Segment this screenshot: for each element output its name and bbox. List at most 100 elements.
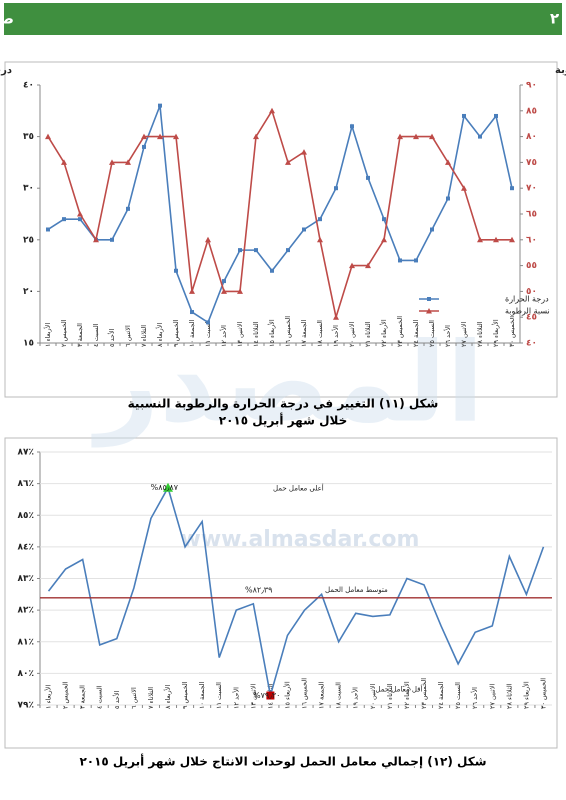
- data-point: [253, 133, 259, 140]
- x-tick-label: الأربعاء ١٥: [282, 681, 291, 709]
- y2-axis-title: نسبة الرطوبة: [555, 65, 566, 76]
- x-tick-label: الخميس ١٦: [301, 678, 309, 709]
- data-point: [414, 258, 418, 263]
- x-tick-label: الجمعة ٣: [76, 323, 84, 347]
- data-point: [461, 185, 467, 191]
- y2-tick-label: ٧٠: [526, 184, 537, 194]
- data-point: [509, 236, 515, 243]
- data-point: [398, 258, 402, 263]
- data-point: [174, 268, 178, 273]
- data-point: [413, 133, 419, 140]
- data-point: [205, 236, 211, 243]
- y-tick-label: ٨١٪: [18, 637, 35, 647]
- y2-tick-label: ٦٥: [526, 210, 537, 220]
- x-tick-label: الاثنين ١٣: [249, 684, 257, 709]
- mean-label: متوسط معامل الحمل: [325, 586, 388, 594]
- x-tick-label: السبت ٤: [96, 685, 104, 709]
- data-point: [189, 288, 195, 294]
- x-tick-label: الأحد ١٢: [231, 687, 240, 709]
- data-point: [109, 159, 115, 165]
- data-point: [477, 236, 483, 243]
- x-tick-label: الجمعة ١٧: [318, 681, 326, 709]
- x-tick-label: الثلاثاء ٢٨: [476, 321, 484, 347]
- data-point: [478, 134, 482, 139]
- x-tick-label: الثلاثاء ٧: [140, 325, 148, 347]
- data-point: [446, 196, 450, 201]
- x-tick-label: الأربعاء ١: [44, 685, 53, 709]
- data-point: [365, 262, 371, 269]
- y-tick-label: ٨٥٪: [18, 511, 35, 521]
- data-point: [318, 217, 322, 222]
- x-tick-label: الاثنين ٦: [130, 687, 138, 709]
- data-point: [286, 248, 290, 253]
- watermark-url: www.almasdar.com: [181, 527, 420, 552]
- x-tick-label: الخميس ٢: [62, 681, 70, 709]
- data-line: [47, 485, 545, 696]
- data-point: [429, 133, 435, 140]
- x-tick-label: الأحد ٢٦: [443, 325, 452, 347]
- data-point: [110, 237, 114, 242]
- chart-frame: [4, 437, 558, 749]
- data-point: [237, 288, 243, 294]
- y2-tick-label: ٨٠: [526, 132, 537, 142]
- data-point: [190, 310, 194, 315]
- data-point: [270, 268, 274, 273]
- x-tick-label: الجمعة ١٧: [300, 319, 308, 347]
- y-tick-label: ٣٥: [23, 132, 34, 142]
- data-point: [427, 297, 431, 301]
- x-tick-label: الأربعاء ١٥: [267, 319, 276, 347]
- watermark: المصدر: [91, 318, 484, 447]
- data-point: [317, 236, 323, 243]
- x-tick-label: السبت ١٨: [316, 320, 324, 347]
- x-tick-label: الجمعة ٢٤: [412, 319, 420, 347]
- x-tick-label: السبت ٢٥: [454, 682, 462, 709]
- x-tick-label: الثلاثاء ١٤: [252, 321, 260, 347]
- y-tick-label: ٨٠٪: [18, 669, 35, 679]
- y-tick-label: ٨٤٪: [18, 542, 35, 552]
- data-point: [221, 288, 227, 294]
- x-tick-label: الجمعة ٣: [79, 685, 87, 709]
- y2-tick-label: ٥٥: [526, 261, 537, 271]
- x-tick-label: الأحد ٢٦: [470, 687, 479, 709]
- x-tick-label: الخميس ٢٣: [420, 678, 428, 709]
- y2-tick-label: ٥٠: [526, 287, 537, 297]
- data-point: [46, 227, 50, 232]
- min-value-label: ٧٩٫٣٠%: [253, 691, 280, 700]
- chart-caption: شكل (١٢) إجمالي معامل الحمل لوحدات الانت…: [79, 754, 486, 770]
- legend-box: [415, 291, 510, 319]
- data-point: [349, 262, 355, 269]
- data-point: [382, 217, 386, 222]
- data-point: [77, 211, 83, 217]
- data-line: [47, 108, 512, 318]
- x-tick-label: الاثنين ٢٧: [488, 684, 496, 709]
- x-tick-label: السبت ٢٥: [428, 320, 436, 347]
- x-tick-label: الأربعاء ٢٢: [379, 319, 388, 347]
- y2-tick-label: ٤٠: [526, 339, 537, 349]
- data-point: [61, 159, 67, 165]
- x-tick-label: الأحد ١٩: [331, 325, 340, 347]
- y2-tick-label: ٦٠: [526, 235, 537, 245]
- data-point: [381, 236, 387, 243]
- x-tick-label: الأحد ٥: [107, 328, 116, 347]
- data-point: [462, 113, 466, 118]
- data-point: [269, 107, 275, 114]
- max-value-label: ٨٥٫٨٧%: [151, 483, 179, 492]
- data-point: [125, 159, 131, 165]
- data-point: [78, 217, 82, 222]
- y2-tick-label: ٤٥: [526, 313, 537, 323]
- data-point: [426, 308, 432, 314]
- data-point: [206, 320, 210, 325]
- data-point: [141, 133, 147, 140]
- data-point: [254, 248, 258, 253]
- chart-1: ١٥ ٢٠ ٢٥ ٣٠ ٣٥ ٤٠ ٤٠ ٤٥ ٥٠ ٥٥ ٦٠ ٦٥ ٧٠ ٧٥ ٨٠ ٨٥ ٩٠ درجة م…: [0, 65, 566, 428]
- y-tick-label: ٤٠: [23, 81, 34, 91]
- data-point: [238, 248, 242, 253]
- y-tick-label: ٨٧٪: [18, 448, 35, 458]
- x-tick-label: الخميس ٣٠: [508, 316, 516, 347]
- x-tick-label: السبت ١١: [215, 682, 223, 709]
- page-number: صفحة ٨: [0, 10, 14, 28]
- data-point: [126, 206, 130, 211]
- data-point: [173, 133, 179, 140]
- x-tick-label: الخميس ٢: [60, 319, 68, 347]
